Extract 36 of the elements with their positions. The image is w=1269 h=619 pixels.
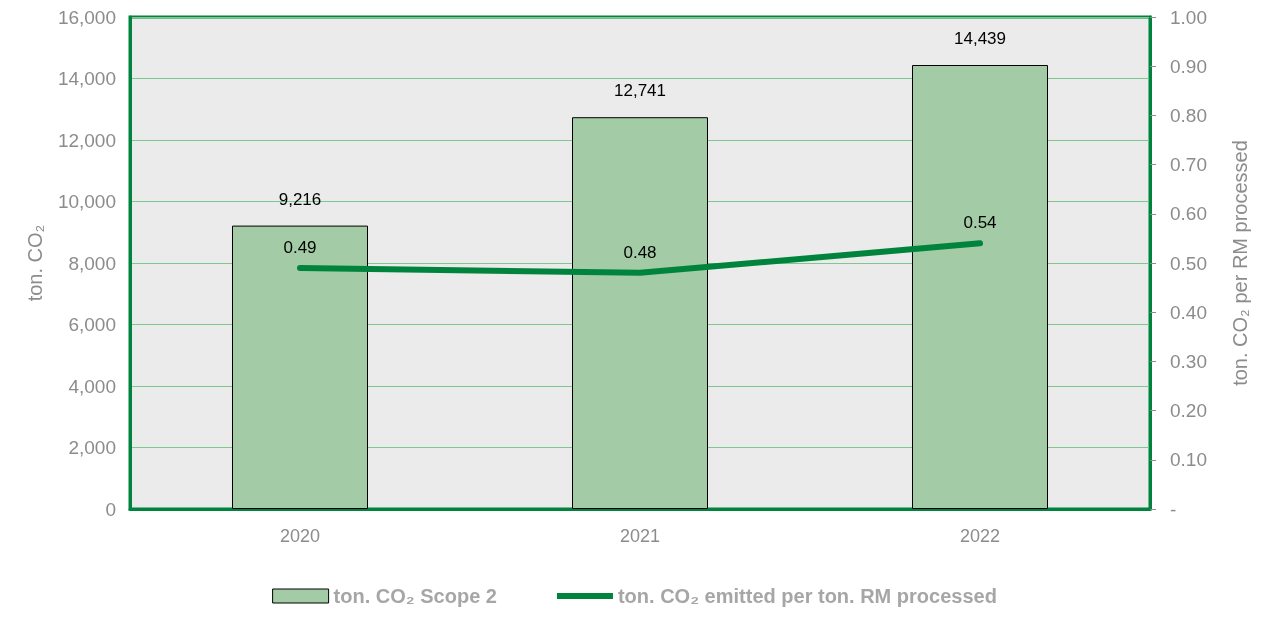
data-label: 0.48	[623, 242, 657, 262]
y-tick-label: 14,000	[57, 68, 116, 89]
y2-tick-label: 0.30	[1170, 350, 1207, 372]
y2-tick-label: -	[1170, 498, 1177, 520]
x-tick-label: 2021	[619, 526, 661, 546]
x-tick-label: 2022	[959, 526, 1001, 546]
bar	[572, 117, 708, 509]
y2-tick-label: 0.10	[1170, 449, 1207, 471]
bar	[232, 225, 368, 509]
y2-tick-label: 0.40	[1170, 301, 1207, 323]
y-tick-label: 6,000	[68, 314, 116, 335]
data-label: 0.54	[963, 213, 997, 233]
y2-tick-label: 1.00	[1170, 6, 1207, 28]
y-tick-label: 16,000	[57, 6, 116, 28]
y2-tick-label: 0.90	[1170, 55, 1207, 77]
y-tick-label: 8,000	[68, 252, 116, 274]
y-axis-title: ton. CO₂	[24, 224, 46, 302]
x-tick-label: 2020	[279, 526, 321, 546]
bar	[912, 65, 1048, 509]
y-tick-label: 4,000	[68, 375, 116, 397]
legend-label: ton. CO₂ Scope 2	[333, 585, 497, 607]
data-label: 14,439	[954, 29, 1006, 48]
y-tick-label: 2,000	[68, 437, 116, 458]
y-tick-label: 12,000	[57, 129, 116, 151]
y-tick-label: 10,000	[57, 191, 116, 212]
y2-axis-title: ton. CO₂ per RM processed	[1229, 140, 1251, 386]
y2-tick-label: 0.50	[1170, 252, 1207, 274]
y2-tick-label: 0.20	[1170, 400, 1207, 422]
y2-tick-label: 0.70	[1170, 154, 1207, 176]
y2-tick-label: 0.80	[1170, 104, 1207, 126]
data-label: 12,741	[614, 81, 666, 101]
y2-tick-label: 0.60	[1170, 203, 1207, 225]
data-label: 9,216	[278, 189, 322, 209]
y-tick-label: 0	[105, 498, 116, 520]
legend-label: ton. CO₂ emitted per ton. RM processed	[617, 585, 997, 607]
data-label: 0.49	[283, 237, 317, 257]
